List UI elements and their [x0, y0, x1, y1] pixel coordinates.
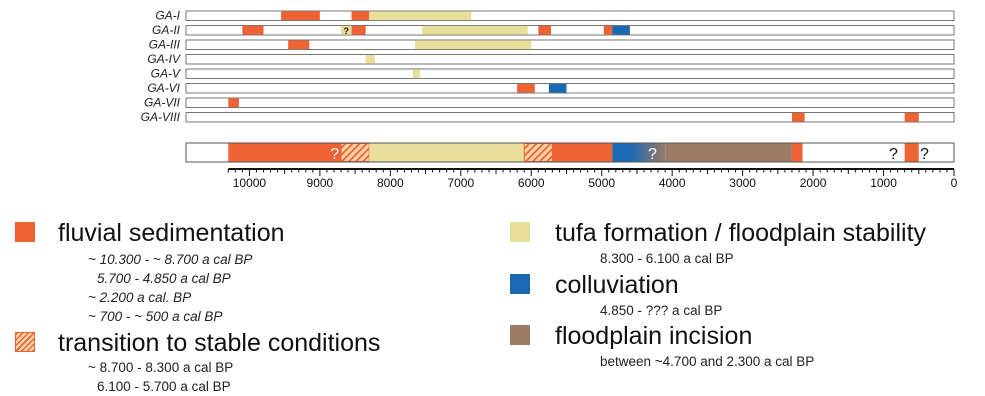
summary-segment — [904, 143, 919, 162]
site-label: GA-II — [152, 23, 181, 37]
colluviation-note-1: 4.850 - ??? a cal BP — [600, 303, 723, 318]
site-bar — [185, 25, 955, 36]
summary-segment — [524, 143, 553, 162]
fluvial-note-1: ~ 10.300 - ~ 8.700 a cal BP — [88, 252, 253, 267]
site-label: GA-VI — [147, 81, 180, 95]
site-segment — [548, 83, 567, 93]
site-segment — [351, 25, 366, 35]
fluvial-swatch — [15, 222, 35, 242]
x-axis-tick-label: 6000 — [518, 176, 545, 190]
tufa-note-1: 8.300 - 6.100 a cal BP — [600, 251, 734, 266]
x-axis-tick-label: 8000 — [377, 176, 404, 190]
site-segment — [422, 25, 528, 35]
site-segment — [603, 25, 613, 35]
site-row: GA-III — [149, 38, 955, 52]
fluvial-note-4: ~ 700 - ~ 500 a cal BP — [88, 309, 223, 324]
site-label: GA-IV — [147, 52, 181, 66]
x-axis-tick-label: 1000 — [870, 176, 897, 190]
site-row: GA-II? — [152, 23, 955, 37]
transition-note-1: ~ 8.700 - 8.300 a cal BP — [88, 360, 234, 375]
site-label: GA-I — [155, 9, 180, 23]
site-bar — [185, 54, 955, 65]
summary-segment — [552, 143, 613, 162]
site-bar — [185, 112, 955, 123]
site-label: GA-III — [149, 38, 181, 52]
site-bar — [185, 97, 955, 108]
incision-note-1: between ~4.700 and 2.300 a cal BP — [600, 354, 815, 369]
summary-bar-group: ???? — [185, 142, 955, 163]
summary-segment — [791, 143, 803, 162]
x-axis-tick-label: 2000 — [800, 176, 827, 190]
x-axis-tick-label: 10000 — [233, 176, 267, 190]
site-segment — [538, 25, 551, 35]
x-axis-tick-label: 9000 — [307, 176, 334, 190]
tufa-swatch — [510, 222, 530, 242]
x-axis-tick-label: 5000 — [588, 176, 615, 190]
x-axis-tick-label: 0 — [951, 176, 958, 190]
site-bar — [185, 10, 955, 21]
site-label: GA-VIII — [141, 110, 181, 124]
site-segment — [612, 25, 630, 35]
fluvial-label: fluvial sedimentation — [58, 219, 285, 247]
site-segment — [369, 11, 472, 21]
transition-note-2: 6.100 - 5.700 a cal BP — [97, 379, 231, 394]
site-row: GA-VII — [144, 96, 955, 110]
site-segment — [242, 25, 264, 35]
x-axis-tick-label: 4000 — [659, 176, 686, 190]
site-row: GA-I — [155, 9, 955, 23]
site-row: GA-VIII — [141, 110, 955, 124]
site-segment — [228, 98, 239, 108]
site-row: GA-VI — [147, 81, 955, 95]
fluvial-note-3: ~ 2.200 a cal. BP — [88, 290, 192, 305]
fluvial-note-2: 5.700 - 4.850 a cal BP — [97, 271, 231, 286]
site-label: GA-VII — [144, 96, 181, 110]
incision-swatch — [510, 325, 530, 345]
site-segment — [517, 83, 535, 93]
site-row: GA-V — [151, 67, 955, 81]
colluviation-swatch — [510, 274, 530, 294]
transition-label: transition to stable conditions — [58, 329, 381, 357]
site-segment — [351, 11, 370, 21]
summary-segment — [612, 143, 666, 162]
site-segment — [791, 112, 805, 122]
x-axis-tick-label: 3000 — [729, 176, 756, 190]
x-axis-tick-label: 7000 — [447, 176, 474, 190]
segment-label: ? — [344, 26, 350, 36]
summary-question-mark: ? — [648, 146, 657, 163]
summary-segment — [369, 143, 525, 162]
site-bar — [185, 39, 955, 50]
site-segment — [281, 11, 320, 21]
summary-question-mark: ? — [920, 146, 929, 163]
site-segment — [341, 25, 352, 35]
site-segment — [414, 40, 532, 50]
site-segment — [365, 54, 375, 64]
site-row: GA-IV — [147, 52, 955, 66]
site-label: GA-V — [151, 67, 181, 81]
site-segment — [288, 40, 310, 50]
colluviation-label: colluviation — [555, 271, 679, 299]
summary-question-mark: ? — [330, 146, 339, 163]
summary-segment — [341, 143, 370, 162]
tufa-label: tufa formation / floodplain stability — [555, 219, 927, 247]
site-bar — [185, 68, 955, 79]
x-axis: 10000 9000 8000 7000 6000 5000 4000 3000 2000 100… — [227, 168, 958, 190]
incision-label: floodplain incision — [555, 322, 753, 350]
timeline-chart: GA-IGA-II ?GA-IIIGA-IVGA-VGA-VIGA-VIIGA-V… — [141, 9, 958, 191]
summary-segment — [665, 143, 792, 162]
summary-bar-outline — [185, 142, 955, 163]
summary-question-mark: ? — [889, 146, 898, 163]
summary-segment — [228, 143, 342, 162]
site-segment — [412, 69, 420, 79]
site-segment — [904, 112, 919, 122]
site-bar — [185, 83, 955, 94]
transition-swatch — [15, 332, 35, 352]
